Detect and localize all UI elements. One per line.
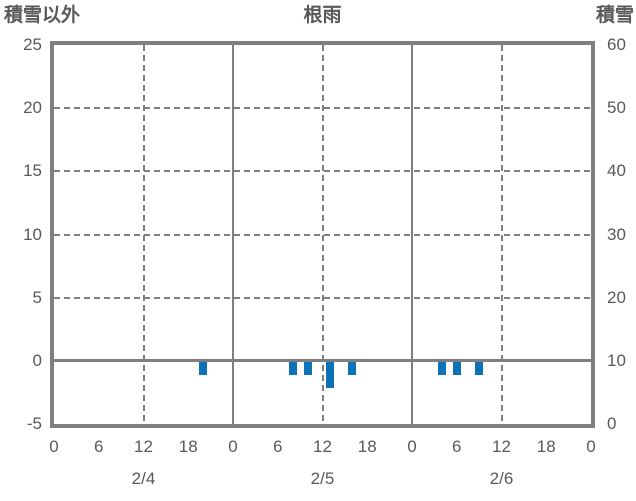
x-axis-tick: 12 xyxy=(313,437,332,456)
x-axis-tick: 18 xyxy=(357,437,377,456)
y-axis-tick-right: 40 xyxy=(607,161,626,181)
x-axis-tick: 12 xyxy=(492,437,511,456)
y-axis-tick-left: 5 xyxy=(32,287,42,307)
y-axis-tick-right: 20 xyxy=(607,287,626,307)
day-label: 2/4 xyxy=(131,469,156,488)
y-axis-tick-right: 60 xyxy=(607,35,626,54)
y-axis-tick-right: 10 xyxy=(607,350,626,370)
x-axis-tick: 0 xyxy=(586,437,596,456)
y-axis-tick-left: 15 xyxy=(23,161,42,181)
x-axis-tick: 0 xyxy=(49,437,59,456)
x-axis-tick: 6 xyxy=(273,437,283,456)
chart-title: 根雨 xyxy=(303,5,342,26)
y-axis-tick-left: -5 xyxy=(26,414,42,433)
x-axis-tick: 18 xyxy=(178,437,198,456)
day-label: 2/6 xyxy=(489,469,514,488)
y-axis-tick-right: 50 xyxy=(607,98,626,118)
y-axis-tick-left: 10 xyxy=(23,224,42,244)
plot-area xyxy=(50,41,595,428)
x-axis-tick: 18 xyxy=(536,437,556,456)
y-axis-tick-right: 30 xyxy=(607,224,626,244)
x-axis-tick: 12 xyxy=(134,437,153,456)
y-axis-tick-left: 0 xyxy=(32,350,42,370)
x-axis-tick: 6 xyxy=(94,437,104,456)
left-axis-title: 積雪以外 xyxy=(4,5,81,26)
y-axis-tick-left: 25 xyxy=(23,35,42,54)
x-axis-tick: 0 xyxy=(407,437,417,456)
y-axis-tick-left: 20 xyxy=(23,98,42,118)
right-axis-title: 積雪 xyxy=(595,5,634,26)
x-axis-tick: 0 xyxy=(228,437,238,456)
y-axis-tick-right: 0 xyxy=(607,414,617,433)
x-axis-tick: 6 xyxy=(452,437,462,456)
day-label: 2/5 xyxy=(310,469,335,488)
